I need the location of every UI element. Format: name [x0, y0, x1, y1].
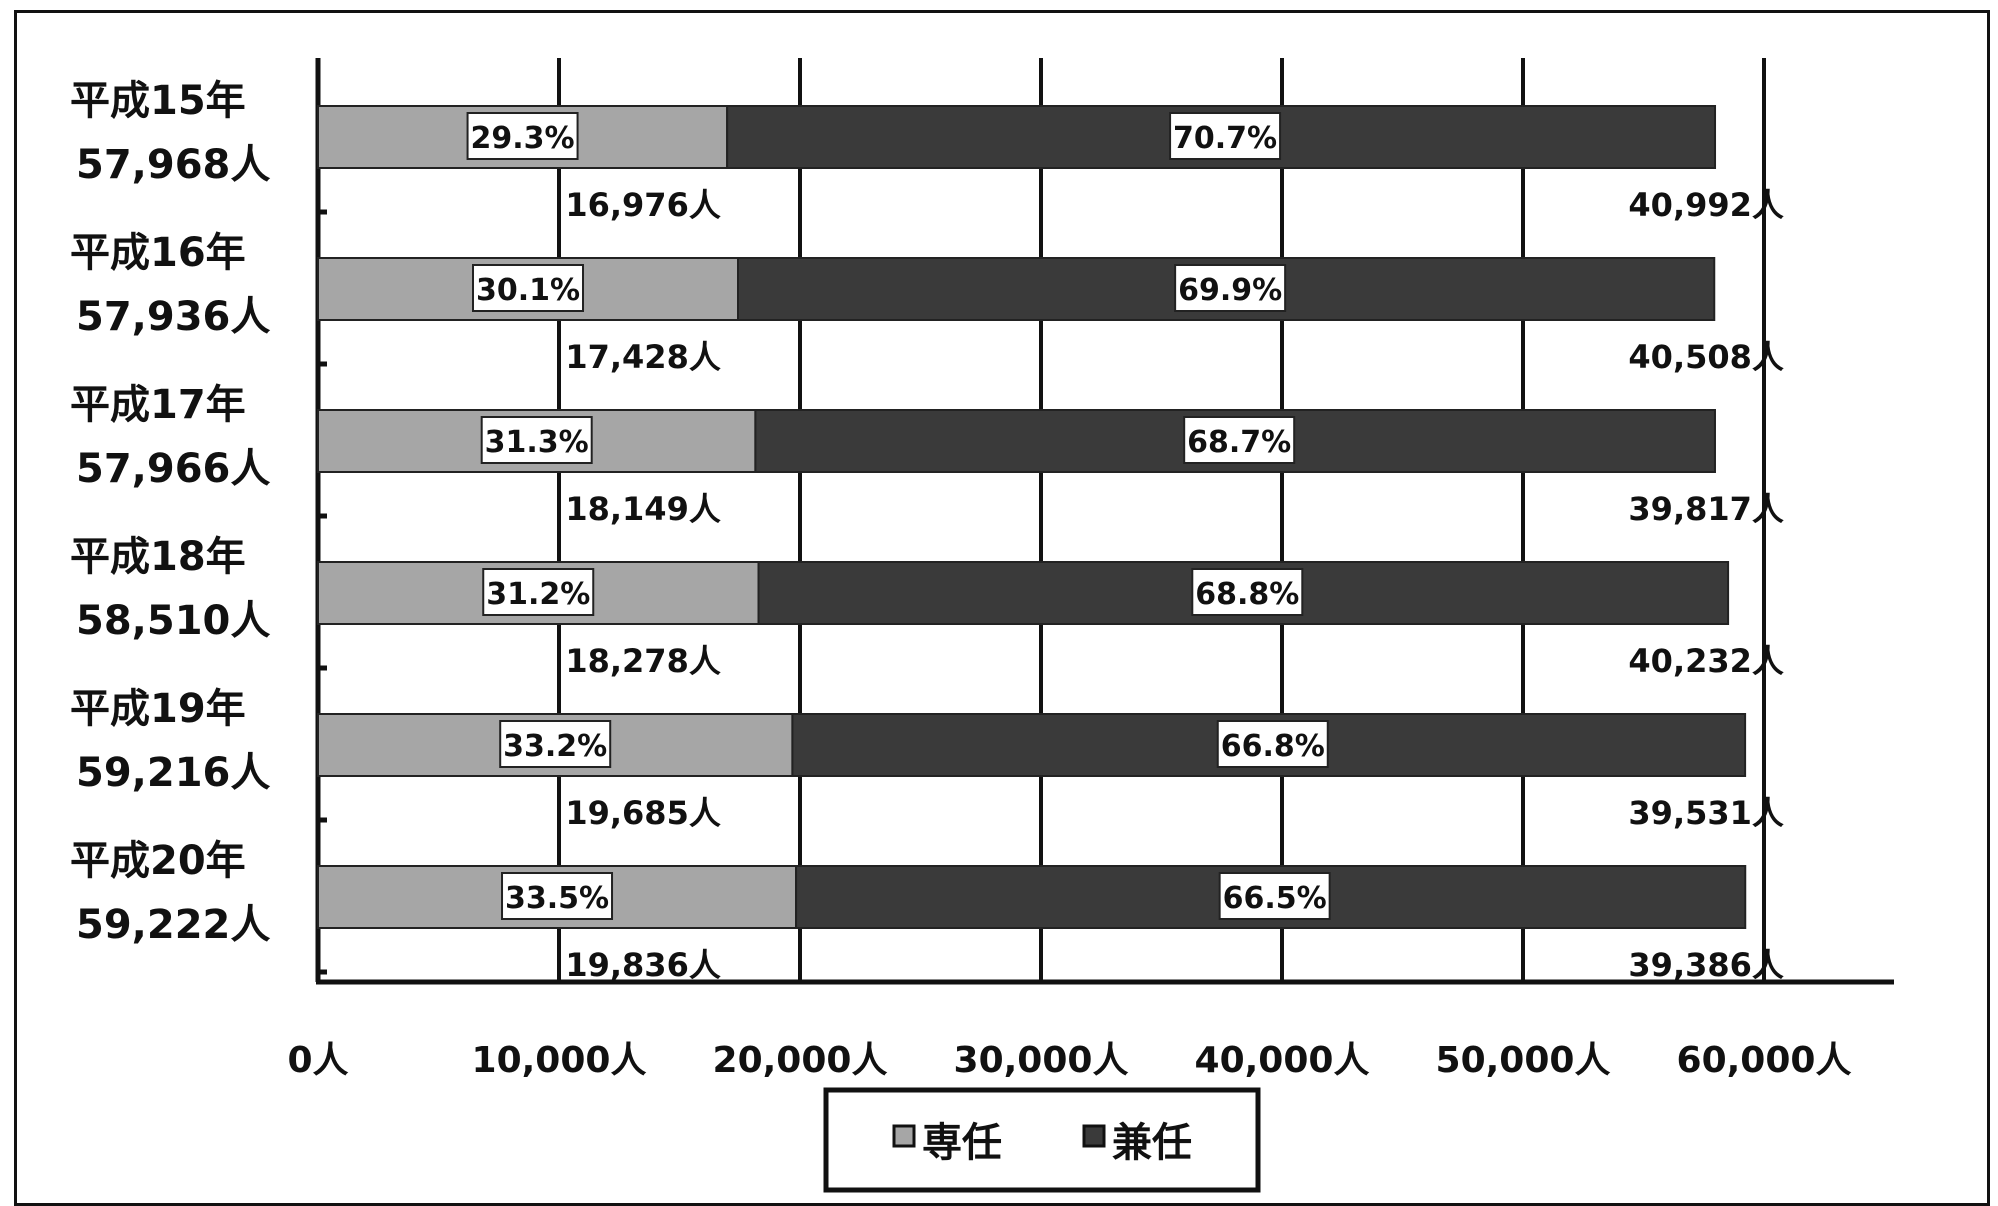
x-tick-label: 40,000人: [1195, 1040, 1370, 1081]
category-total-label: 57,936人: [76, 294, 270, 340]
value-label-kennin: 39,817人: [1628, 490, 1784, 528]
legend-box: [823, 1087, 1261, 1193]
legend-label-kennin: 兼任: [1112, 1120, 1192, 1166]
x-tick-label: 0人: [287, 1040, 348, 1081]
percent-label-senin: 33.2%: [503, 729, 607, 764]
percent-label-kennin-box: [1174, 264, 1287, 312]
legend-label-senin: 専任: [922, 1120, 1002, 1166]
category-label: 平成16年: [70, 230, 246, 276]
value-label-kennin: 40,508人: [1628, 338, 1784, 376]
percent-label-kennin: 69.9%: [1178, 273, 1282, 308]
percent-label-senin-box: [482, 568, 595, 616]
percent-label-senin: 29.3%: [471, 121, 575, 156]
percent-label-kennin: 66.5%: [1223, 881, 1327, 916]
value-label-kennin: 40,232人: [1628, 642, 1784, 680]
percent-label-kennin-box: [1191, 568, 1304, 616]
percent-label-kennin: 66.8%: [1221, 729, 1325, 764]
percent-label-senin: 31.3%: [485, 425, 589, 460]
percent-label-kennin-box: [1216, 720, 1329, 768]
percent-label-senin: 30.1%: [476, 273, 580, 308]
category-total-label: 58,510人: [76, 598, 270, 644]
value-label-kennin: 40,992人: [1628, 186, 1784, 224]
legend-swatch-kennin: [1082, 1124, 1106, 1148]
value-label-senin: 19,685人: [565, 794, 721, 832]
category-label: 平成15年: [70, 78, 246, 124]
category-total-label: 59,222人: [76, 902, 270, 948]
percent-label-senin-box: [472, 264, 585, 312]
category-total-label: 59,216人: [76, 750, 270, 796]
percent-label-kennin-box: [1169, 112, 1282, 160]
percent-label-senin-box: [501, 872, 614, 920]
value-label-kennin: 39,531人: [1628, 794, 1784, 832]
percent-label-senin-box: [499, 720, 612, 768]
x-tick-label: 60,000人: [1677, 1040, 1852, 1081]
category-total-label: 57,968人: [76, 142, 270, 188]
category-label: 平成18年: [70, 534, 246, 580]
percent-label-senin: 31.2%: [486, 577, 590, 612]
percent-label-senin-box: [480, 416, 593, 464]
percent-label-kennin: 68.8%: [1195, 577, 1299, 612]
value-label-senin: 16,976人: [565, 186, 721, 224]
percent-label-senin-box: [466, 112, 579, 160]
value-label-kennin: 39,386人: [1628, 946, 1784, 984]
category-total-label: 57,966人: [76, 446, 270, 492]
category-label: 平成17年: [70, 382, 246, 428]
percent-label-kennin: 68.7%: [1187, 425, 1291, 460]
value-label-senin: 17,428人: [565, 338, 721, 376]
x-tick-label: 50,000人: [1436, 1040, 1611, 1081]
percent-label-kennin: 70.7%: [1173, 121, 1277, 156]
x-tick-label: 30,000人: [954, 1040, 1129, 1081]
value-label-senin: 19,836人: [565, 946, 721, 984]
legend-swatch-senin: [892, 1124, 916, 1148]
percent-label-kennin-box: [1218, 872, 1331, 920]
value-label-senin: 18,149人: [565, 490, 721, 528]
x-tick-label: 20,000人: [713, 1040, 888, 1081]
x-tick-label: 10,000人: [472, 1040, 647, 1081]
percent-label-kennin-box: [1183, 416, 1296, 464]
category-label: 平成20年: [70, 838, 246, 884]
value-label-senin: 18,278人: [565, 642, 721, 680]
percent-label-senin: 33.5%: [505, 881, 609, 916]
category-label: 平成19年: [70, 686, 246, 732]
